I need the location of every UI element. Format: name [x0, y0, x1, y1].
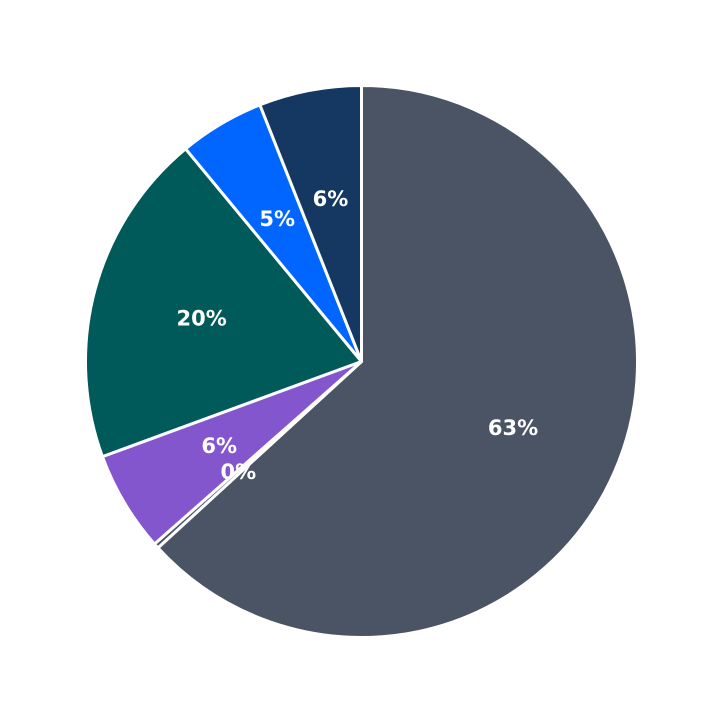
pie-slices [84, 84, 639, 639]
pie-slice-5 [258, 84, 363, 363]
pie-slice-label-1: 0% [220, 460, 256, 484]
pie-slice-label-2: 6% [201, 434, 237, 458]
pie-slice-label-0: 63% [488, 416, 538, 440]
pie-labels: 63%0%6%20%5%6% [176, 187, 538, 484]
pie-slice-label-5: 6% [313, 187, 349, 211]
pie-slice-label-3: 20% [176, 306, 226, 330]
pie-slice-3 [84, 147, 363, 459]
pie-slice-label-4: 5% [259, 207, 295, 231]
pie-slice-0 [156, 84, 639, 639]
